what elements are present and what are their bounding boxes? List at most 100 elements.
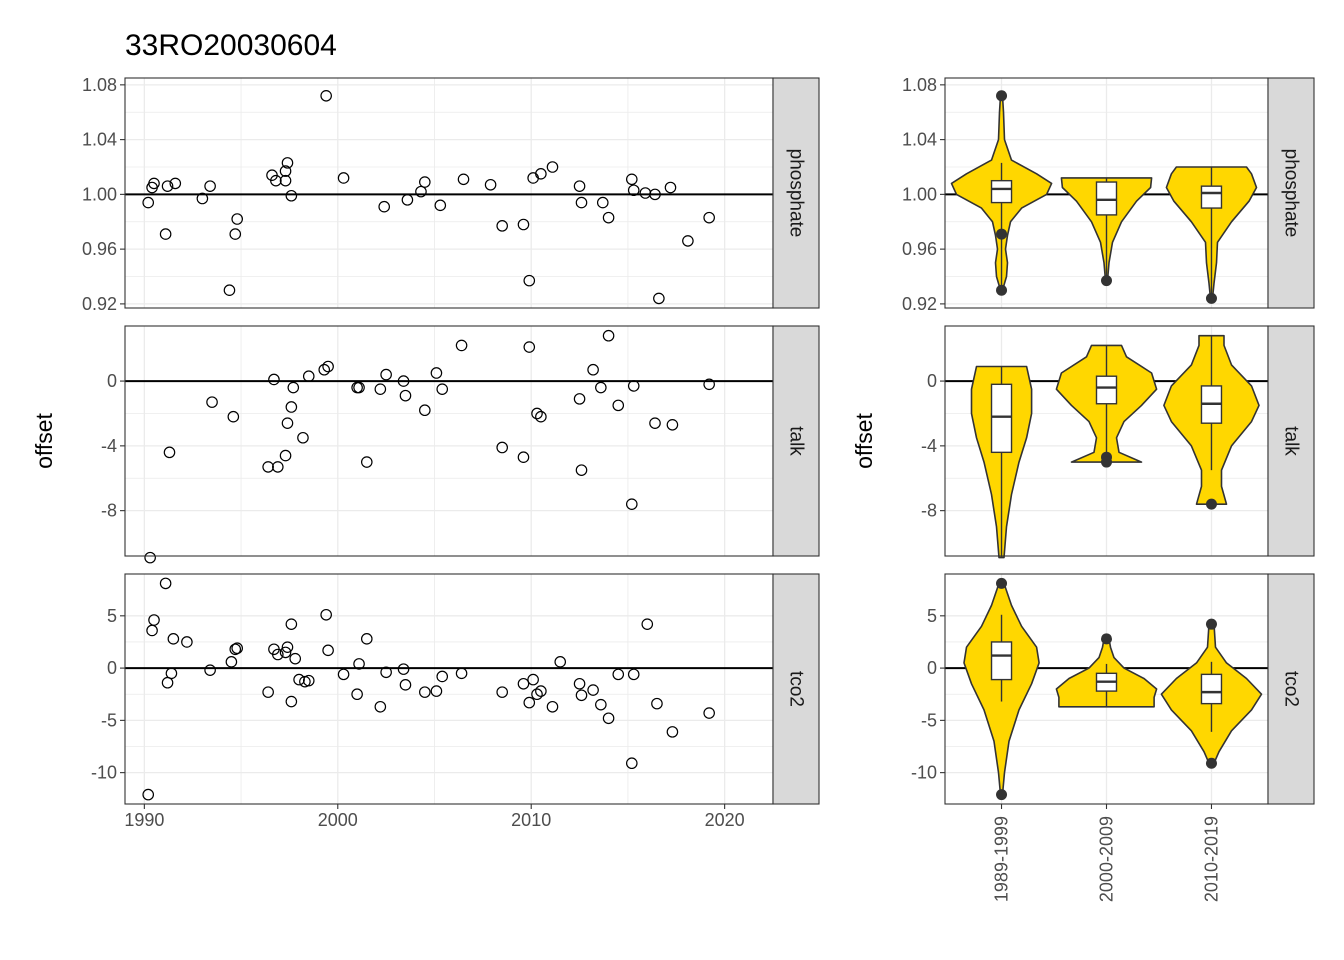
y-tick-label-talk-violin: -4 bbox=[921, 436, 937, 456]
y-axis-label-right: offset bbox=[851, 412, 877, 468]
data-point-phosphate bbox=[159, 228, 172, 240]
scatter-panel-tco2 bbox=[124, 573, 774, 805]
data-point-phosphate bbox=[625, 173, 638, 186]
x-tick-label-group: 2000-2009 bbox=[1097, 816, 1117, 902]
data-point-phosphate bbox=[434, 199, 447, 212]
data-point-talk bbox=[322, 360, 334, 373]
box-2000-2009 bbox=[1095, 181, 1118, 216]
data-point-talk bbox=[666, 419, 679, 431]
data-point-tco2 bbox=[651, 697, 663, 710]
data-point-phosphate bbox=[223, 284, 236, 297]
data-point-talk bbox=[625, 498, 638, 510]
data-point-tco2 bbox=[181, 636, 193, 648]
data-point-tco2 bbox=[430, 685, 443, 697]
facet-strip-phosphate-violin bbox=[1267, 77, 1315, 309]
data-point-phosphate bbox=[517, 218, 530, 231]
data-point-tco2 bbox=[281, 641, 294, 653]
data-point-talk bbox=[535, 410, 547, 423]
data-point-tco2 bbox=[322, 644, 334, 657]
data-point-talk bbox=[360, 456, 373, 468]
y-tick-label-tco2-violin: -5 bbox=[921, 710, 937, 730]
outlier-2010-2019 bbox=[1205, 292, 1217, 304]
y-tick-label-tco2-violin: 5 bbox=[927, 606, 937, 626]
facet-strip-label-phosphate-scatter: phosphate bbox=[786, 149, 807, 238]
data-point-tco2 bbox=[554, 656, 567, 668]
data-point-phosphate bbox=[602, 211, 615, 224]
data-point-phosphate bbox=[285, 189, 298, 202]
data-point-tco2 bbox=[436, 670, 449, 683]
data-point-phosphate bbox=[204, 180, 216, 192]
data-point-phosphate bbox=[682, 235, 694, 247]
data-point-talk bbox=[272, 461, 284, 473]
y-axis-label-left: offset bbox=[31, 412, 57, 468]
data-point-tco2 bbox=[262, 686, 274, 698]
data-point-phosphate bbox=[279, 165, 292, 177]
data-point-tco2 bbox=[612, 668, 625, 681]
box-1989-1999 bbox=[990, 641, 1013, 681]
facet-strip-label-tco2-violin: tco2 bbox=[1281, 671, 1302, 707]
scatter-panel-talk bbox=[124, 325, 774, 564]
y-tick-label-tco2-scatter: 5 bbox=[107, 606, 117, 626]
y-tick-label-phosphate-violin: 0.92 bbox=[902, 294, 937, 314]
outlier-2000-2009 bbox=[1101, 456, 1112, 468]
plot-area: 0.92 0.96 1.00 1.04 1.08 phosphate -8 -4 0 talk -1… bbox=[82, 75, 1315, 902]
data-point-talk bbox=[285, 401, 298, 413]
panel-background-tco2-scatter bbox=[125, 574, 773, 804]
x-tick-label: 1990 bbox=[124, 810, 164, 830]
data-point-phosphate bbox=[535, 168, 547, 180]
data-point-tco2 bbox=[602, 712, 615, 725]
data-point-tco2 bbox=[351, 688, 363, 701]
data-point-talk bbox=[627, 380, 640, 392]
data-point-tco2 bbox=[302, 674, 315, 687]
data-point-phosphate bbox=[573, 180, 586, 192]
outlier-1989-1999 bbox=[996, 789, 1008, 801]
data-point-tco2 bbox=[353, 658, 365, 670]
box-1989-1999 bbox=[990, 383, 1013, 454]
data-point-talk bbox=[302, 370, 315, 383]
data-point-talk bbox=[262, 461, 274, 473]
data-point-tco2 bbox=[374, 700, 387, 713]
data-point-phosphate bbox=[496, 220, 508, 232]
data-point-talk bbox=[703, 378, 715, 391]
data-point-talk bbox=[602, 329, 615, 342]
data-point-talk bbox=[523, 341, 536, 353]
data-point-talk bbox=[380, 368, 392, 381]
y-tick-label-phosphate-scatter: 0.92 bbox=[82, 294, 117, 314]
data-point-tco2 bbox=[703, 707, 715, 719]
data-point-tco2 bbox=[285, 618, 298, 630]
y-tick-label-tco2-violin: 0 bbox=[927, 658, 937, 678]
data-point-tco2 bbox=[531, 688, 543, 701]
violin-panel-tco2 bbox=[944, 573, 1269, 805]
facet-strip-tco2-violin bbox=[1267, 573, 1315, 805]
data-point-talk bbox=[268, 373, 280, 386]
y-tick-label-phosphate-scatter: 1.04 bbox=[82, 130, 117, 150]
data-point-tco2 bbox=[229, 643, 242, 656]
box-2000-2009 bbox=[1095, 375, 1118, 405]
panel-background-phosphate-scatter bbox=[125, 78, 773, 308]
y-tick-label-talk-scatter: 0 bbox=[107, 371, 117, 391]
outlier-2010-2019 bbox=[1205, 498, 1217, 510]
data-point-tco2 bbox=[573, 677, 586, 690]
data-point-tco2 bbox=[380, 666, 392, 679]
data-point-tco2 bbox=[167, 633, 180, 645]
data-point-phosphate bbox=[229, 228, 242, 240]
data-point-talk bbox=[612, 399, 625, 412]
outlier-1989-1999 bbox=[996, 577, 1008, 589]
data-point-tco2 bbox=[225, 656, 238, 668]
data-point-tco2 bbox=[320, 608, 332, 621]
data-point-tco2 bbox=[279, 646, 292, 659]
data-point-phosphate bbox=[378, 200, 390, 213]
outlier-2000-2009 bbox=[1101, 275, 1112, 287]
facet-strip-tco2-scatter bbox=[772, 573, 820, 805]
data-point-talk bbox=[430, 367, 443, 379]
facet-strip-talk-violin bbox=[1267, 325, 1315, 557]
y-tick-label-talk-scatter: -4 bbox=[101, 436, 117, 456]
data-point-phosphate bbox=[142, 196, 155, 209]
data-point-tco2 bbox=[231, 642, 243, 655]
outlier-1989-1999 bbox=[996, 90, 1008, 102]
facet-strip-phosphate-scatter bbox=[772, 77, 820, 309]
data-point-phosphate bbox=[596, 196, 609, 209]
outlier-1989-1999 bbox=[996, 228, 1008, 240]
data-point-talk bbox=[374, 383, 387, 395]
data-point-tco2 bbox=[496, 686, 508, 698]
